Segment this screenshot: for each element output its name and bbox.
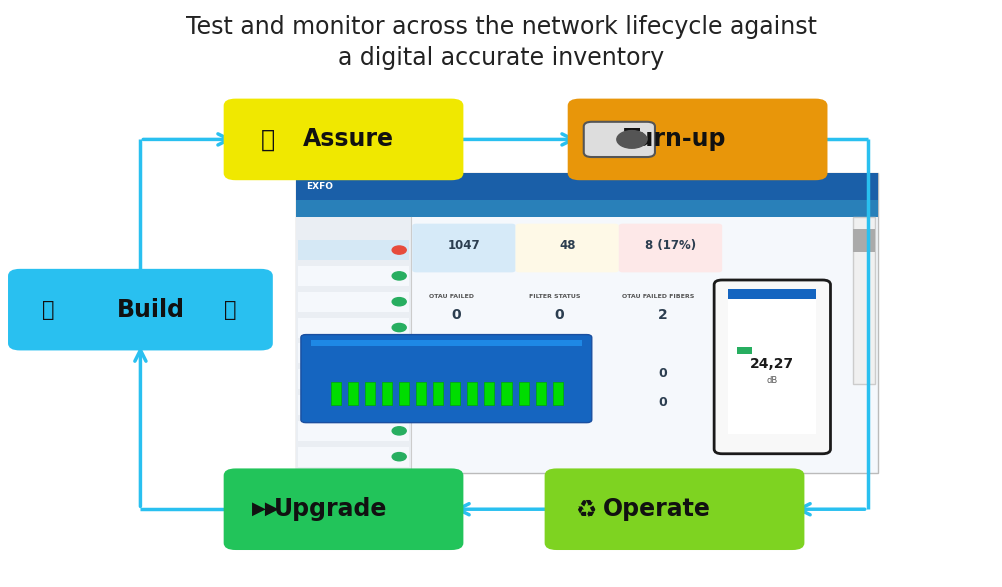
Text: 1047: 1047 <box>447 239 480 252</box>
Circle shape <box>392 272 406 280</box>
Bar <box>298 292 409 312</box>
Text: 8 (17%): 8 (17%) <box>644 239 695 252</box>
FancyBboxPatch shape <box>515 224 618 272</box>
Circle shape <box>392 375 406 383</box>
Circle shape <box>392 401 406 409</box>
Text: 📷: 📷 <box>224 299 236 320</box>
Circle shape <box>392 427 406 435</box>
Bar <box>467 382 477 405</box>
Text: ⏻: ⏻ <box>605 129 617 150</box>
Text: 48: 48 <box>558 239 575 252</box>
Text: 0: 0 <box>658 396 666 409</box>
Bar <box>727 289 816 299</box>
Circle shape <box>392 453 406 461</box>
Bar <box>736 347 752 354</box>
Circle shape <box>392 246 406 254</box>
Text: ▶▶: ▶▶ <box>252 500 280 518</box>
Bar <box>296 173 877 200</box>
Bar <box>298 266 409 286</box>
Bar <box>852 229 874 252</box>
Text: 0: 0 <box>555 396 563 409</box>
Bar <box>852 217 874 384</box>
Bar <box>298 447 409 467</box>
Text: Build: Build <box>116 298 184 322</box>
Text: Turn-up: Turn-up <box>623 127 725 151</box>
Bar <box>535 382 545 405</box>
Text: 1: 1 <box>452 367 460 380</box>
Bar <box>484 382 494 405</box>
Text: 0: 0 <box>658 367 666 380</box>
Text: 8: 8 <box>452 396 460 409</box>
FancyBboxPatch shape <box>223 468 463 550</box>
Text: 0: 0 <box>451 308 461 322</box>
Text: 0: 0 <box>554 308 564 322</box>
Text: dB: dB <box>766 376 778 384</box>
FancyBboxPatch shape <box>618 224 721 272</box>
Bar <box>348 382 358 405</box>
Bar <box>450 382 460 405</box>
Bar <box>518 382 528 405</box>
Bar <box>501 382 511 405</box>
Bar <box>298 369 409 389</box>
FancyBboxPatch shape <box>583 122 654 157</box>
Bar <box>296 200 877 217</box>
Bar <box>298 421 409 441</box>
Text: Test and monitor across the network lifecycle against
a digital accurate invento: Test and monitor across the network life… <box>185 15 817 70</box>
Circle shape <box>616 131 646 149</box>
Text: FILTER STATUS: FILTER STATUS <box>528 294 580 299</box>
Circle shape <box>392 349 406 357</box>
Bar <box>331 382 341 405</box>
Text: Operate: Operate <box>602 497 710 521</box>
FancyBboxPatch shape <box>567 99 827 180</box>
Bar <box>296 217 411 473</box>
Bar <box>311 340 581 346</box>
FancyBboxPatch shape <box>223 99 463 180</box>
Text: OTAU FIBERS: OTAU FIBERS <box>737 294 784 299</box>
Circle shape <box>392 298 406 306</box>
Text: OTAU FAILED FIBERS: OTAU FAILED FIBERS <box>621 294 693 299</box>
FancyBboxPatch shape <box>412 224 515 272</box>
Bar <box>416 382 426 405</box>
Text: EXFO: EXFO <box>306 182 333 191</box>
Text: 🏗: 🏗 <box>42 299 54 320</box>
Circle shape <box>392 323 406 332</box>
Text: 2: 2 <box>657 308 667 322</box>
FancyBboxPatch shape <box>301 335 591 423</box>
Text: Upgrade: Upgrade <box>274 497 388 521</box>
Bar <box>365 382 375 405</box>
Bar <box>298 343 409 363</box>
Bar <box>298 240 409 260</box>
FancyBboxPatch shape <box>544 468 804 550</box>
Text: 24,27: 24,27 <box>749 356 794 370</box>
Text: ♻: ♻ <box>575 497 597 521</box>
Bar <box>298 395 409 415</box>
Text: ⛨: ⛨ <box>261 127 275 151</box>
Bar <box>399 382 409 405</box>
Bar <box>298 318 409 338</box>
Text: Assure: Assure <box>303 127 393 151</box>
Bar <box>433 382 443 405</box>
Bar <box>382 382 392 405</box>
Bar <box>552 382 562 405</box>
FancyBboxPatch shape <box>727 296 816 434</box>
Text: OTAU FAILED: OTAU FAILED <box>429 294 473 299</box>
FancyBboxPatch shape <box>8 269 273 350</box>
FancyBboxPatch shape <box>296 173 877 473</box>
FancyBboxPatch shape <box>713 280 830 454</box>
Text: 0: 0 <box>555 367 563 380</box>
